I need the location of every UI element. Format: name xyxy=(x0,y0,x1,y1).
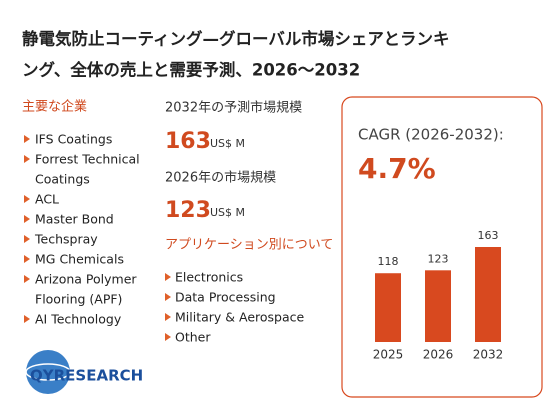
cagr-box xyxy=(341,96,543,398)
logo-orbit xyxy=(25,363,71,381)
application: Electronics xyxy=(175,270,243,285)
application: Data Processing xyxy=(175,290,276,305)
logo-text: QYRESEARCH xyxy=(30,367,143,385)
current-value: 123 xyxy=(165,198,211,223)
bar xyxy=(425,270,451,342)
bar xyxy=(475,247,501,342)
companies-heading: 主要な企業 xyxy=(22,99,87,115)
bullet xyxy=(24,135,30,143)
value-label: 118 xyxy=(378,255,399,268)
unit: US$ M xyxy=(210,137,245,150)
company: MG Chemicals xyxy=(35,252,124,267)
bullet xyxy=(165,333,171,341)
bar xyxy=(375,273,401,342)
company: Master Bond xyxy=(35,212,114,227)
company: IFS Coatings xyxy=(35,132,112,147)
value-label: 123 xyxy=(428,252,449,265)
unit: US$ M xyxy=(210,206,245,219)
bullet xyxy=(24,255,30,263)
company: AI Technology xyxy=(35,312,122,327)
company: Flooring (APF) xyxy=(35,292,122,307)
cagr-value: 4.7% xyxy=(358,152,436,185)
bullet xyxy=(24,155,30,163)
forecast-value: 163 xyxy=(165,129,211,154)
bullet xyxy=(165,313,171,321)
bullet xyxy=(24,275,30,283)
company: Coatings xyxy=(35,172,90,187)
x-tick-label: 2032 xyxy=(473,348,504,362)
current-label: 2026年の市場規模 xyxy=(165,170,276,186)
value-label: 163 xyxy=(478,229,499,242)
applications-heading: アプリケーション別について xyxy=(165,238,333,253)
logo-globe xyxy=(26,350,70,394)
bullet xyxy=(24,215,30,223)
bullet xyxy=(165,273,171,281)
x-tick-label: 2026 xyxy=(423,348,454,362)
bullet xyxy=(24,235,30,243)
company: Arizona Polymer xyxy=(35,272,137,287)
forecast-label: 2032年の予測市場規模 xyxy=(165,100,302,116)
company: Forrest Technical xyxy=(35,152,140,167)
bullet xyxy=(165,293,171,301)
title: ング、全体の売上と需要予測、2026～2032 xyxy=(22,60,360,80)
x-tick-label: 2025 xyxy=(373,348,404,362)
cagr-label: CAGR (2026-2032): xyxy=(358,126,504,144)
company: ACL xyxy=(35,192,59,207)
application: Military & Aerospace xyxy=(175,310,305,325)
company: Techspray xyxy=(34,232,98,247)
application: Other xyxy=(175,330,211,345)
bullet xyxy=(24,195,30,203)
title: 静電気防止コーティング—グローバル市場シェアとランキ xyxy=(22,29,450,49)
bullet xyxy=(24,315,30,323)
